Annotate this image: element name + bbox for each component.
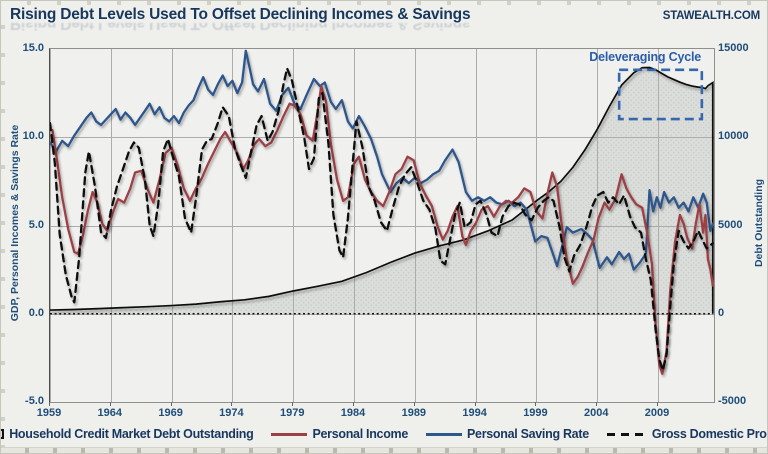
legend-item-debt: Household Credit Market Debt Outstanding xyxy=(1,427,254,441)
x-axis-tickmark xyxy=(535,402,537,406)
page-title-reflection: Rising Debt Levels Used To Offset Declin… xyxy=(10,23,471,32)
title-block: Rising Debt Levels Used To Offset Declin… xyxy=(10,6,630,40)
gridlines xyxy=(50,49,714,402)
bottom-edge-ruler xyxy=(1,447,767,453)
left-axis-tick-label: 15.0 xyxy=(22,42,44,54)
plot-area xyxy=(49,48,715,403)
gdp-line xyxy=(50,67,714,372)
personal-income-line xyxy=(51,84,714,375)
x-axis-tick-label: 1999 xyxy=(523,407,548,419)
right-axis-tick-label: -5000 xyxy=(718,395,747,407)
right-axis-tick-label: 15000 xyxy=(718,42,749,54)
dashed-line-swatch-icon xyxy=(606,432,647,436)
blue-line-swatch-icon xyxy=(426,432,463,436)
x-axis-tick-label: 1959 xyxy=(36,407,62,419)
x-axis-tickmark xyxy=(596,402,598,406)
page-title: Rising Debt Levels Used To Offset Declin… xyxy=(10,6,471,23)
x-axis-tick-label: 1964 xyxy=(97,407,123,419)
x-axis-tickmark xyxy=(109,402,111,406)
x-axis-tickmark xyxy=(292,402,294,406)
x-axis-tick-label: 1974 xyxy=(219,407,244,419)
x-axis-tick-label: 2004 xyxy=(584,407,609,419)
x-axis-tickmark xyxy=(231,402,233,406)
left-edge-ruler xyxy=(1,1,5,453)
legend-label-saving-rate: Personal Saving Rate xyxy=(467,427,589,441)
legend-label-debt: Household Credit Market Debt Outstanding xyxy=(9,427,254,441)
x-axis-tick-label: 1984 xyxy=(340,407,366,419)
right-axis-tick-label: 5000 xyxy=(718,218,743,231)
left-axis-tick-label: 0.0 xyxy=(28,306,44,319)
x-axis-tickmark xyxy=(170,402,172,406)
debt-area-fill xyxy=(50,67,713,314)
deleveraging-box xyxy=(617,68,704,121)
legend-item-saving-rate: Personal Saving Rate xyxy=(426,427,589,441)
debt-area-border xyxy=(50,66,714,314)
x-axis-tick-label: 1994 xyxy=(462,407,487,419)
top-edge-ruler xyxy=(1,1,767,5)
left-axis-tick-label: 5.0 xyxy=(28,218,44,231)
brand-watermark: STAWEALTH.COM xyxy=(662,10,760,22)
right-axis-tick-label: 0 xyxy=(718,306,725,319)
red-line-swatch-icon xyxy=(271,432,308,436)
x-axis-tickmark xyxy=(49,402,50,406)
legend-label-personal-income: Personal Income xyxy=(312,427,409,441)
left-axis-tick-label: -5.0 xyxy=(25,395,44,407)
x-axis-tickmark xyxy=(474,402,476,406)
x-axis-tick-label: 2009 xyxy=(644,407,670,419)
legend-item-personal-income: Personal Income xyxy=(271,427,408,441)
left-axis-tick-label: 10.0 xyxy=(22,130,44,143)
legend: Household Credit Market Debt Outstanding… xyxy=(1,423,767,445)
legend-item-gdp: Gross Domestic Product xyxy=(606,427,767,441)
chart-canvas xyxy=(50,49,714,402)
x-axis-tickmark xyxy=(353,402,355,406)
right-axis-tick-label: 10000 xyxy=(718,130,749,143)
x-axis-tick-label: 1979 xyxy=(279,407,305,419)
x-axis-tickmark xyxy=(657,402,659,406)
x-axis-tick-label: 1989 xyxy=(401,407,427,419)
saving-rate-line xyxy=(50,49,714,271)
x-axis-tickmark xyxy=(413,402,415,406)
annotation-label: Deleveraging Cycle xyxy=(589,50,701,64)
x-axis-tick-label: 1969 xyxy=(158,407,183,419)
legend-label-gdp: Gross Domestic Product xyxy=(651,427,767,441)
